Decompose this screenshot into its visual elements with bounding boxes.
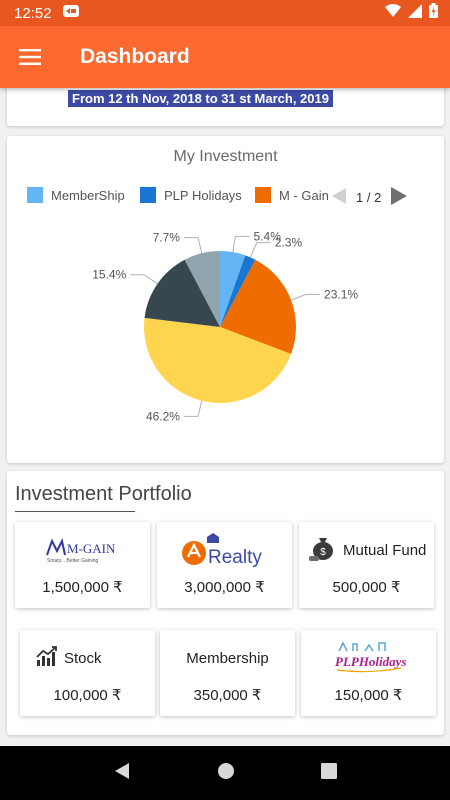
pie-slice[interactable] <box>220 255 256 327</box>
legend-label: MemberShip <box>51 187 125 203</box>
legend-item-m-gain[interactable]: M - Gain <box>255 187 329 203</box>
pie-slice-label: 5.4% <box>254 229 282 243</box>
legend-swatch <box>255 187 271 203</box>
pie-leader-line <box>232 235 250 253</box>
svg-text:PLPHolidays: PLPHolidays <box>335 654 407 669</box>
pie-slice-label: 2.3% <box>275 236 303 250</box>
status-bar: 12:52 <box>0 0 450 26</box>
tile-amount: 3,000,000 ₹ <box>184 579 265 596</box>
legend-next-icon[interactable] <box>391 187 408 208</box>
pie-slice[interactable] <box>220 259 297 354</box>
stock-chart-icon <box>36 645 58 671</box>
hamburger-menu-icon[interactable] <box>0 26 60 88</box>
pie-slice[interactable] <box>220 251 246 327</box>
legend-item-plp-holidays[interactable]: PLP Holidays <box>140 187 242 203</box>
pie-chart: 5.4%2.3% 23.1% 46.2% 15.4% 7.7% <box>92 229 358 423</box>
portfolio-title-underline <box>15 511 135 512</box>
date-range-banner: From 12 th Nov, 2018 to 31 st March, 201… <box>68 90 333 107</box>
mgain-logo: M-GAIN Smaty... Better Gaining <box>15 532 150 568</box>
plp-holidays-logo: PLPHolidays <box>301 640 436 676</box>
investment-portfolio-card: Investment Portfolio M-GAIN Smaty... Bet… <box>7 471 444 735</box>
portfolio-title: Investment Portfolio <box>15 483 192 505</box>
tile-amount: 1,500,000 ₹ <box>42 579 123 596</box>
legend-page-indicator: 1 / 2 <box>356 190 382 205</box>
tile-label: Mutual Fund <box>343 541 427 559</box>
svg-text:M-GAIN: M-GAIN <box>67 541 116 556</box>
pie-slice[interactable] <box>144 259 220 327</box>
tile-m-gain[interactable]: M-GAIN Smaty... Better Gaining 1,500,000… <box>15 522 150 608</box>
chart-legend: MemberShip PLP Holidays M - Gain 1 / 2 <box>7 184 444 206</box>
tile-plp-holidays[interactable]: PLPHolidays 150,000 ₹ <box>301 630 436 716</box>
home-icon[interactable] <box>217 762 235 785</box>
legend-label: M - Gain <box>279 187 329 203</box>
svg-text:Realty: Realty <box>208 547 262 567</box>
pie-slice[interactable] <box>143 317 292 404</box>
tile-realty[interactable]: Realty 3,000,000 ₹ <box>157 522 292 608</box>
legend-pager: 1 / 2 <box>332 187 408 208</box>
pie-slice-label: 46.2% <box>146 409 180 423</box>
money-bag-icon: $ <box>309 534 337 566</box>
pie-slice-label: 23.1% <box>324 287 358 301</box>
svg-text:Smaty... Better Gaining: Smaty... Better Gaining <box>47 558 99 564</box>
tile-amount: 100,000 ₹ <box>53 687 122 704</box>
tile-mutual-fund[interactable]: $ Mutual Fund 500,000 ₹ <box>299 522 434 608</box>
pie-leader-line <box>249 242 271 258</box>
battery-icon <box>429 3 438 23</box>
chart-title: My Investment <box>173 148 278 165</box>
notification-icon <box>62 4 80 23</box>
page-title: Dashboard <box>80 45 190 68</box>
back-icon[interactable] <box>113 762 131 785</box>
app-bar: Dashboard <box>0 26 450 88</box>
legend-swatch <box>140 187 156 203</box>
system-nav-bar <box>0 746 450 800</box>
pie-leader-line <box>130 274 158 285</box>
tile-header: Stock <box>20 640 155 676</box>
tile-label: Membership <box>186 649 269 667</box>
wifi-icon <box>385 3 401 23</box>
legend-label: PLP Holidays <box>164 187 242 203</box>
recents-icon[interactable] <box>321 762 337 784</box>
pie-leader-line <box>183 237 203 254</box>
status-time: 12:52 <box>14 4 52 22</box>
legend-swatch <box>27 187 43 203</box>
tile-membership[interactable]: Membership 350,000 ₹ <box>160 630 295 716</box>
pie-leader-line <box>290 293 321 301</box>
pie-slice-label: 7.7% <box>153 231 181 245</box>
cellular-signal-icon <box>408 3 422 23</box>
pie-leader-line <box>183 400 203 417</box>
pie-slice-label: 15.4% <box>92 268 126 282</box>
tile-header: Membership <box>160 640 295 676</box>
my-investment-card: My Investment MemberShip PLP Holidays M … <box>7 136 444 463</box>
realty-logo: Realty <box>157 532 292 568</box>
tile-amount: 150,000 ₹ <box>334 687 403 704</box>
tile-amount: 350,000 ₹ <box>193 687 262 704</box>
legend-item-membership[interactable]: MemberShip <box>27 187 125 203</box>
tile-label: Stock <box>64 649 102 667</box>
svg-text:$: $ <box>320 547 326 558</box>
legend-prev-icon[interactable] <box>332 188 346 207</box>
tile-stock[interactable]: Stock 100,000 ₹ <box>20 630 155 716</box>
pie-slice[interactable] <box>184 251 220 327</box>
tile-header: $ Mutual Fund <box>299 532 434 568</box>
tile-amount: 500,000 ₹ <box>332 579 401 596</box>
